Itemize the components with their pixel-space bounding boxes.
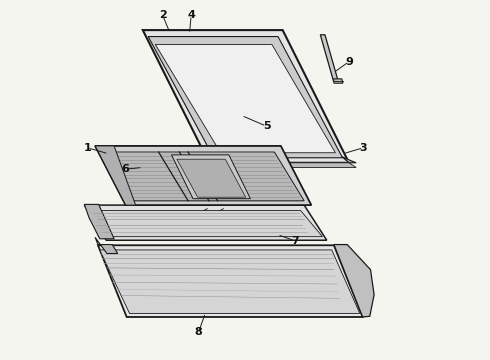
Text: 5: 5 xyxy=(263,121,270,131)
Polygon shape xyxy=(148,37,343,158)
Polygon shape xyxy=(84,204,114,239)
Polygon shape xyxy=(172,155,250,199)
Polygon shape xyxy=(177,159,245,197)
Polygon shape xyxy=(95,237,118,253)
Polygon shape xyxy=(155,44,335,153)
Text: 2: 2 xyxy=(159,10,167,20)
Polygon shape xyxy=(100,250,360,314)
Polygon shape xyxy=(334,244,374,317)
Text: 7: 7 xyxy=(292,236,299,246)
Polygon shape xyxy=(342,157,356,163)
Polygon shape xyxy=(143,30,349,163)
Polygon shape xyxy=(95,146,136,205)
Polygon shape xyxy=(101,152,304,201)
Polygon shape xyxy=(98,245,363,317)
Polygon shape xyxy=(91,211,322,237)
Polygon shape xyxy=(84,205,327,240)
Text: 3: 3 xyxy=(360,143,367,153)
Text: 4: 4 xyxy=(187,10,195,20)
Polygon shape xyxy=(95,146,311,205)
Text: 1: 1 xyxy=(83,143,91,153)
Polygon shape xyxy=(209,163,356,167)
Text: 6: 6 xyxy=(121,164,129,174)
Text: 8: 8 xyxy=(195,327,202,337)
Polygon shape xyxy=(334,79,343,83)
Text: 9: 9 xyxy=(345,57,353,67)
Polygon shape xyxy=(320,35,338,81)
